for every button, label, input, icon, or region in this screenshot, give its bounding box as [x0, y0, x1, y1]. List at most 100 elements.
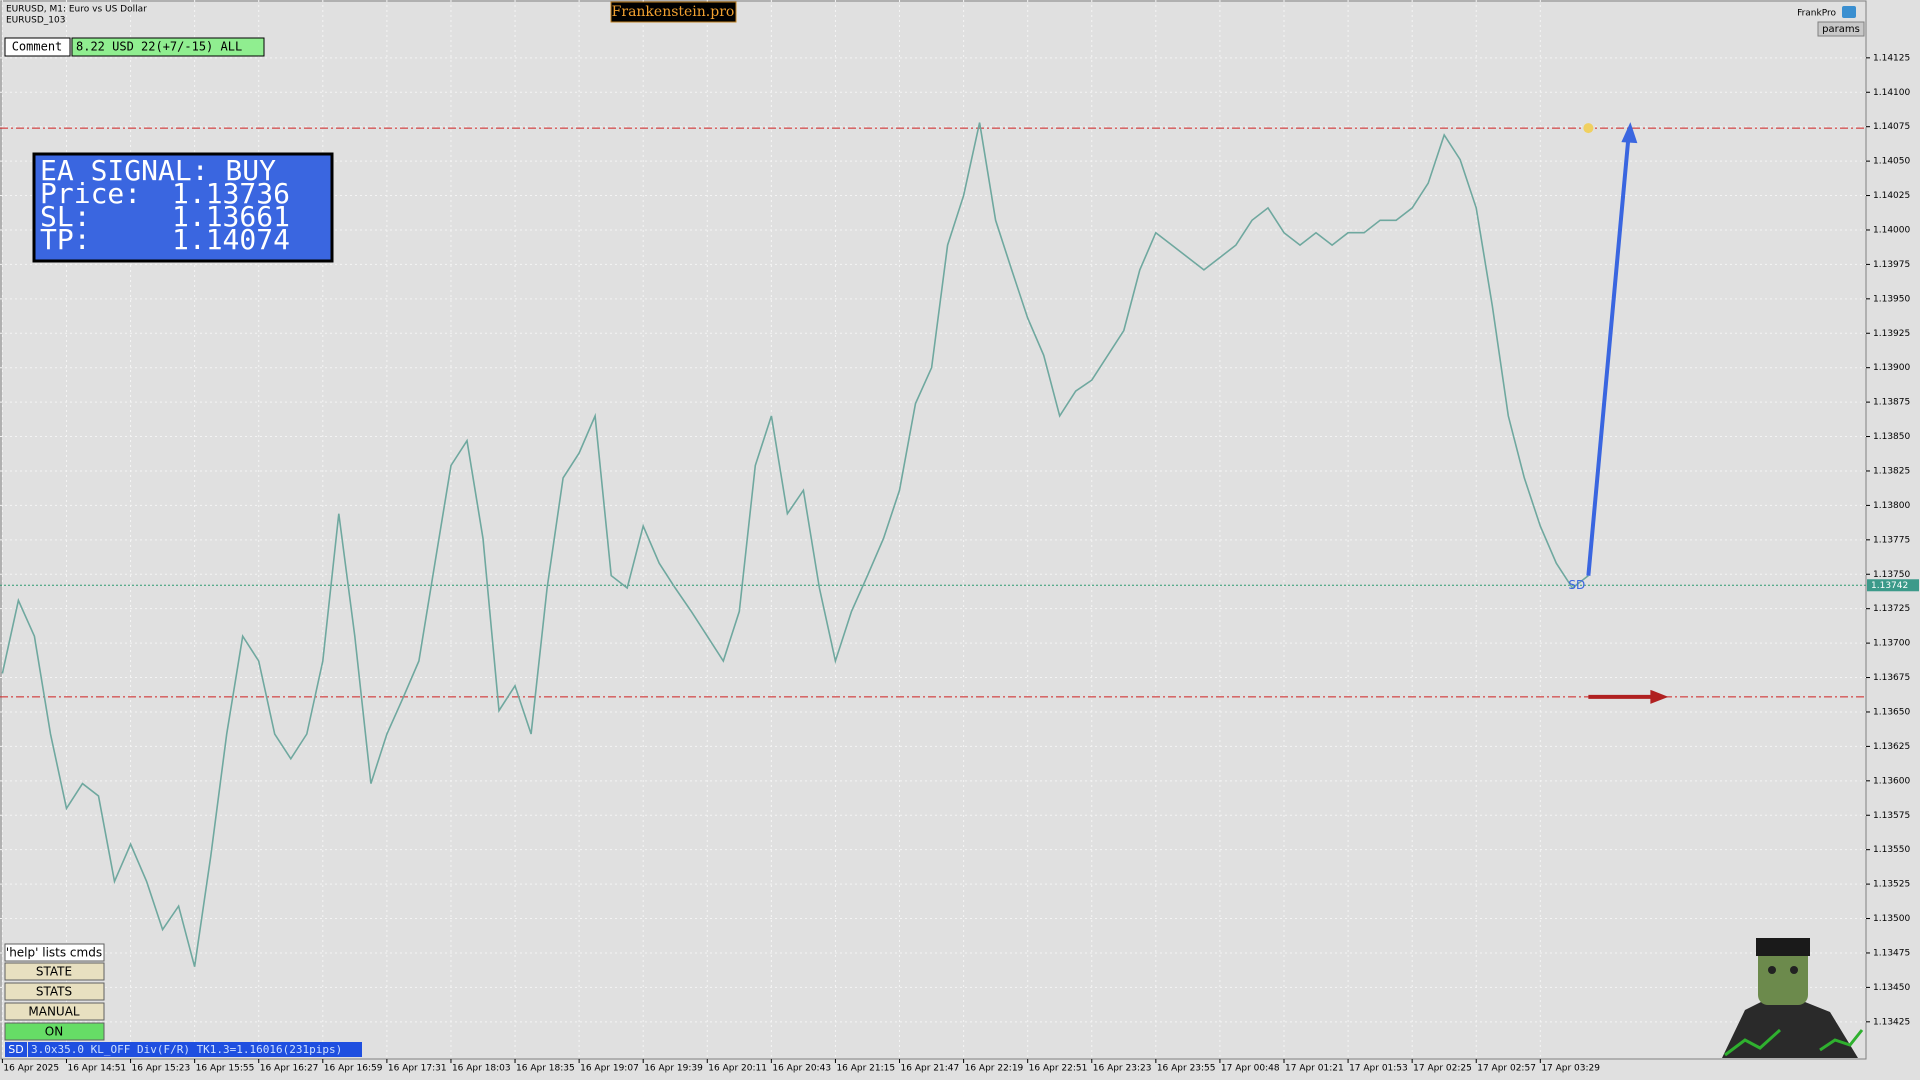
y-tick-label: 1.13550	[1873, 845, 1910, 855]
x-tick-label: 16 Apr 21:15	[836, 1064, 895, 1074]
y-tick-label: 1.13875	[1873, 398, 1910, 408]
status-box	[28, 1042, 362, 1057]
y-tick-label: 1.13650	[1873, 707, 1910, 717]
x-tick-label: 16 Apr 15:55	[196, 1064, 255, 1074]
expert-icon	[1842, 6, 1856, 18]
y-tick-label: 1.13850	[1873, 432, 1910, 442]
y-tick-label: 1.14075	[1873, 122, 1910, 132]
y-tick-label: 1.14000	[1873, 225, 1910, 235]
y-tick-label: 1.13725	[1873, 604, 1910, 614]
status-text: 3.0x35.0 KL_OFF Div(F/R) TK1.3=1.16016(2…	[31, 1043, 342, 1056]
signal-tp: 1.14074	[172, 223, 290, 256]
x-tick-label: 16 Apr 23:23	[1093, 1064, 1152, 1074]
signal-price: 1.13736	[172, 177, 290, 210]
y-tick-label: 1.13750	[1873, 570, 1910, 580]
mascot-chart	[1724, 1028, 1782, 1057]
current-price-label: 1.13742	[1871, 581, 1908, 591]
mascot-chart	[1819, 1029, 1864, 1052]
x-tick-label: 16 Apr 22:51	[1029, 1064, 1088, 1074]
x-tick-label: 17 Apr 03:29	[1541, 1064, 1600, 1074]
y-tick-label: 1.13450	[1873, 983, 1910, 993]
y-tick-label: 1.13475	[1873, 948, 1910, 958]
x-tick-label: 16 Apr 23:55	[1157, 1064, 1216, 1074]
y-tick-label: 1.14125	[1873, 53, 1910, 63]
tp-arrowhead	[1621, 122, 1638, 144]
command-button-label: ON	[45, 1025, 63, 1039]
y-tick-label: 1.14100	[1873, 88, 1910, 98]
signal-heading: EA SIGNAL: BUY	[40, 154, 276, 187]
x-tick-label: 16 Apr 20:43	[772, 1064, 831, 1074]
x-tick-label: 16 Apr 16:27	[260, 1064, 319, 1074]
symbol-title: EURUSD, M1: Euro vs US Dollar	[6, 5, 147, 15]
status-tag: SD	[8, 1043, 23, 1056]
comment-label: Comment	[12, 40, 63, 54]
y-tick-label: 1.13700	[1873, 639, 1910, 649]
y-tick-label: 1.13825	[1873, 466, 1910, 476]
command-button[interactable]	[4, 982, 105, 1001]
marker-label: SD	[1568, 578, 1585, 592]
y-tick-label: 1.13775	[1873, 535, 1910, 545]
x-tick-label: 16 Apr 22:19	[965, 1064, 1024, 1074]
tp-arrow	[1586, 137, 1631, 576]
signal-price-label: Price:	[40, 177, 141, 210]
x-tick-label: 16 Apr 14:51	[67, 1064, 126, 1074]
account-name: EURUSD_103	[6, 16, 65, 26]
mascot	[1722, 938, 1864, 1058]
x-tick-label: 16 Apr 20:11	[708, 1064, 767, 1074]
x-tick-label: 17 Apr 01:21	[1285, 1064, 1344, 1074]
status-tag-box	[5, 1042, 27, 1057]
y-tick-label: 1.14025	[1873, 191, 1910, 201]
command-button-label: STATS	[36, 985, 72, 999]
comment-box	[71, 37, 265, 57]
comment-text: 8.22 USD 22(+7/-15) ALL	[76, 40, 242, 54]
marks-layer: 1.13742 SD	[0, 122, 1919, 967]
brand: Frankenstein.pro	[612, 4, 735, 20]
expert-name: FrankPro	[1797, 9, 1836, 19]
command-buttons: 'help' lists cmds STATE STATS MANUAL ON	[4, 943, 105, 1041]
x-tick-label: 16 Apr 18:03	[452, 1064, 511, 1074]
mascot-eye	[1768, 966, 1776, 974]
y-tick-label: 1.13900	[1873, 363, 1910, 373]
command-button[interactable]	[4, 1022, 105, 1041]
mascot-face	[1758, 945, 1808, 1005]
x-tick-label: 16 Apr 16:59	[324, 1064, 383, 1074]
brand-box	[610, 1, 737, 23]
y-tick-label: 1.13600	[1873, 776, 1910, 786]
x-tick-label: 17 Apr 02:57	[1477, 1064, 1536, 1074]
signal-text: EA SIGNAL: BUY Price: 1.13736 SL: 1.1366…	[40, 154, 290, 256]
tp-dot	[1583, 123, 1594, 134]
signal-sl: 1.13661	[172, 200, 290, 233]
mascot-body	[1722, 995, 1858, 1058]
params-button[interactable]	[1817, 21, 1865, 37]
params-label: params	[1822, 24, 1860, 35]
command-button[interactable]	[4, 1002, 105, 1021]
y-tick-label: 1.14050	[1873, 157, 1910, 167]
current-price-box	[1867, 579, 1919, 592]
y-tick-label: 1.13950	[1873, 294, 1910, 304]
x-tick-label: 17 Apr 00:48	[1221, 1064, 1280, 1074]
x-tick-label: 16 Apr 19:39	[644, 1064, 703, 1074]
y-tick-label: 1.13500	[1873, 914, 1910, 924]
y-tick-label: 1.13975	[1873, 260, 1910, 270]
mascot-hair	[1756, 938, 1810, 956]
sl-arrowhead	[1650, 689, 1669, 704]
y-tick-label: 1.13925	[1873, 329, 1910, 339]
command-button[interactable]	[4, 962, 105, 981]
x-tick-label: 16 Apr 15:23	[132, 1064, 191, 1074]
command-button[interactable]	[4, 943, 105, 962]
y-tick-label: 1.13800	[1873, 501, 1910, 511]
signal-sl-label: SL:	[40, 200, 91, 233]
command-button-label: STATE	[36, 965, 72, 979]
comment-label-box	[4, 37, 71, 57]
x-tick-label: 16 Apr 18:35	[516, 1064, 575, 1074]
y-tick-label: 1.13575	[1873, 811, 1910, 821]
signal-box	[32, 152, 334, 263]
command-button-label: MANUAL	[28, 1005, 80, 1019]
y-tick-label: 1.13625	[1873, 742, 1910, 752]
x-tick-label: 17 Apr 02:25	[1413, 1064, 1472, 1074]
x-tick-label: 16 Apr 2025	[3, 1064, 59, 1074]
y-tick-label: 1.13675	[1873, 673, 1910, 683]
y-tick-label: 1.13525	[1873, 880, 1910, 890]
